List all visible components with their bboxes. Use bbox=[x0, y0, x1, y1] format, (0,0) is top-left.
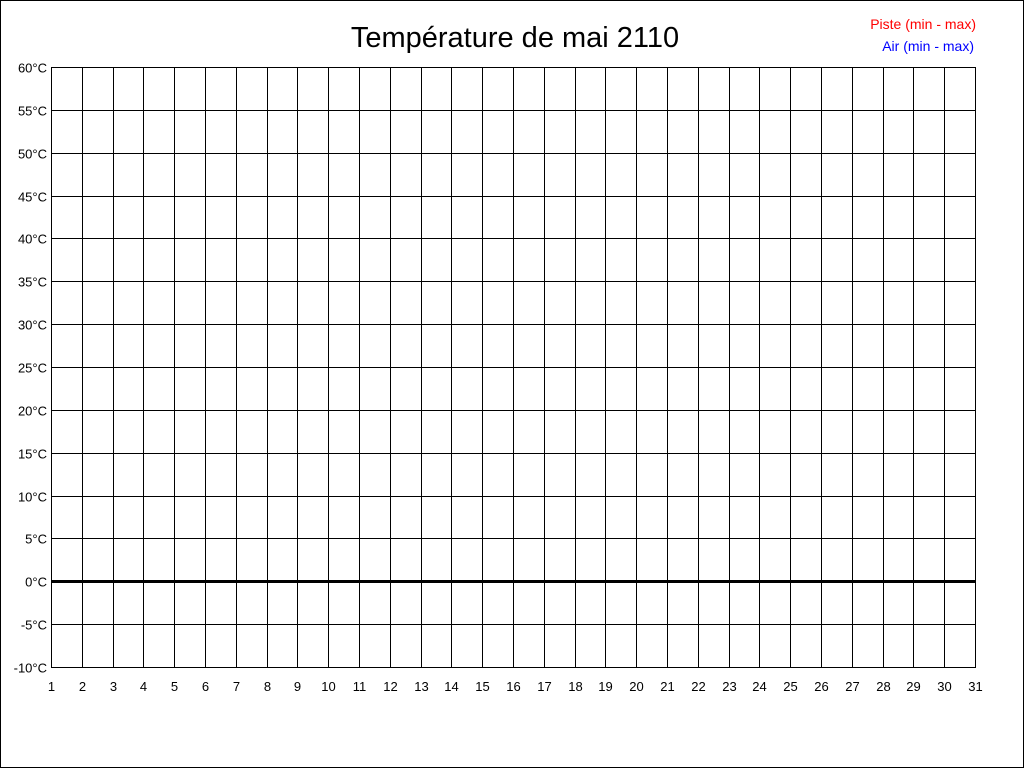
x-tick-label: 28 bbox=[876, 679, 890, 694]
x-tick-label: 21 bbox=[660, 679, 674, 694]
y-tick-label: 60°C bbox=[18, 61, 47, 76]
x-tick-label: 31 bbox=[968, 679, 982, 694]
y-tick-label: 30°C bbox=[18, 318, 47, 333]
x-tick-label: 24 bbox=[752, 679, 766, 694]
x-tick-label: 11 bbox=[353, 679, 367, 694]
y-tick-label: 0°C bbox=[25, 575, 47, 590]
y-tick-label: 15°C bbox=[18, 447, 47, 462]
y-tick-label: 40°C bbox=[18, 232, 47, 247]
y-tick-label: 10°C bbox=[18, 490, 47, 505]
x-tick-label: 1 bbox=[48, 679, 55, 694]
x-tick-label: 4 bbox=[140, 679, 147, 694]
x-tick-label: 27 bbox=[845, 679, 859, 694]
x-tick-label: 13 bbox=[414, 679, 428, 694]
legend-piste: Piste (min - max) bbox=[870, 16, 976, 32]
x-tick-label: 14 bbox=[444, 679, 458, 694]
x-tick-label: 10 bbox=[321, 679, 335, 694]
x-tick-label: 26 bbox=[814, 679, 828, 694]
x-tick-label: 12 bbox=[383, 679, 397, 694]
x-tick-label: 29 bbox=[906, 679, 920, 694]
chart-title: Température de mai 2110 bbox=[351, 22, 679, 54]
x-tick-label: 9 bbox=[294, 679, 301, 694]
y-tick-label: 20°C bbox=[18, 404, 47, 419]
x-tick-label: 3 bbox=[110, 679, 117, 694]
y-tick-label: 55°C bbox=[18, 104, 47, 119]
x-tick-label: 20 bbox=[629, 679, 643, 694]
y-tick-label: 25°C bbox=[18, 361, 47, 376]
x-tick-label: 6 bbox=[202, 679, 209, 694]
x-tick-label: 22 bbox=[691, 679, 705, 694]
x-tick-label: 30 bbox=[937, 679, 951, 694]
x-tick-label: 25 bbox=[783, 679, 797, 694]
x-tick-label: 23 bbox=[722, 679, 736, 694]
y-tick-label: 45°C bbox=[18, 190, 47, 205]
legend-air: Air (min - max) bbox=[882, 38, 974, 54]
x-tick-label: 5 bbox=[171, 679, 178, 694]
x-tick-label: 2 bbox=[79, 679, 86, 694]
y-tick-label: 50°C bbox=[18, 147, 47, 162]
y-tick-label: -5°C bbox=[21, 618, 47, 633]
x-tick-label: 7 bbox=[233, 679, 240, 694]
x-tick-label: 15 bbox=[475, 679, 489, 694]
y-tick-label: -10°C bbox=[14, 661, 47, 676]
x-tick-label: 17 bbox=[537, 679, 551, 694]
x-tick-label: 18 bbox=[568, 679, 582, 694]
y-tick-label: 35°C bbox=[18, 275, 47, 290]
y-tick-label: 5°C bbox=[25, 532, 47, 547]
x-tick-label: 8 bbox=[264, 679, 271, 694]
x-tick-label: 19 bbox=[598, 679, 612, 694]
x-tick-label: 16 bbox=[506, 679, 520, 694]
